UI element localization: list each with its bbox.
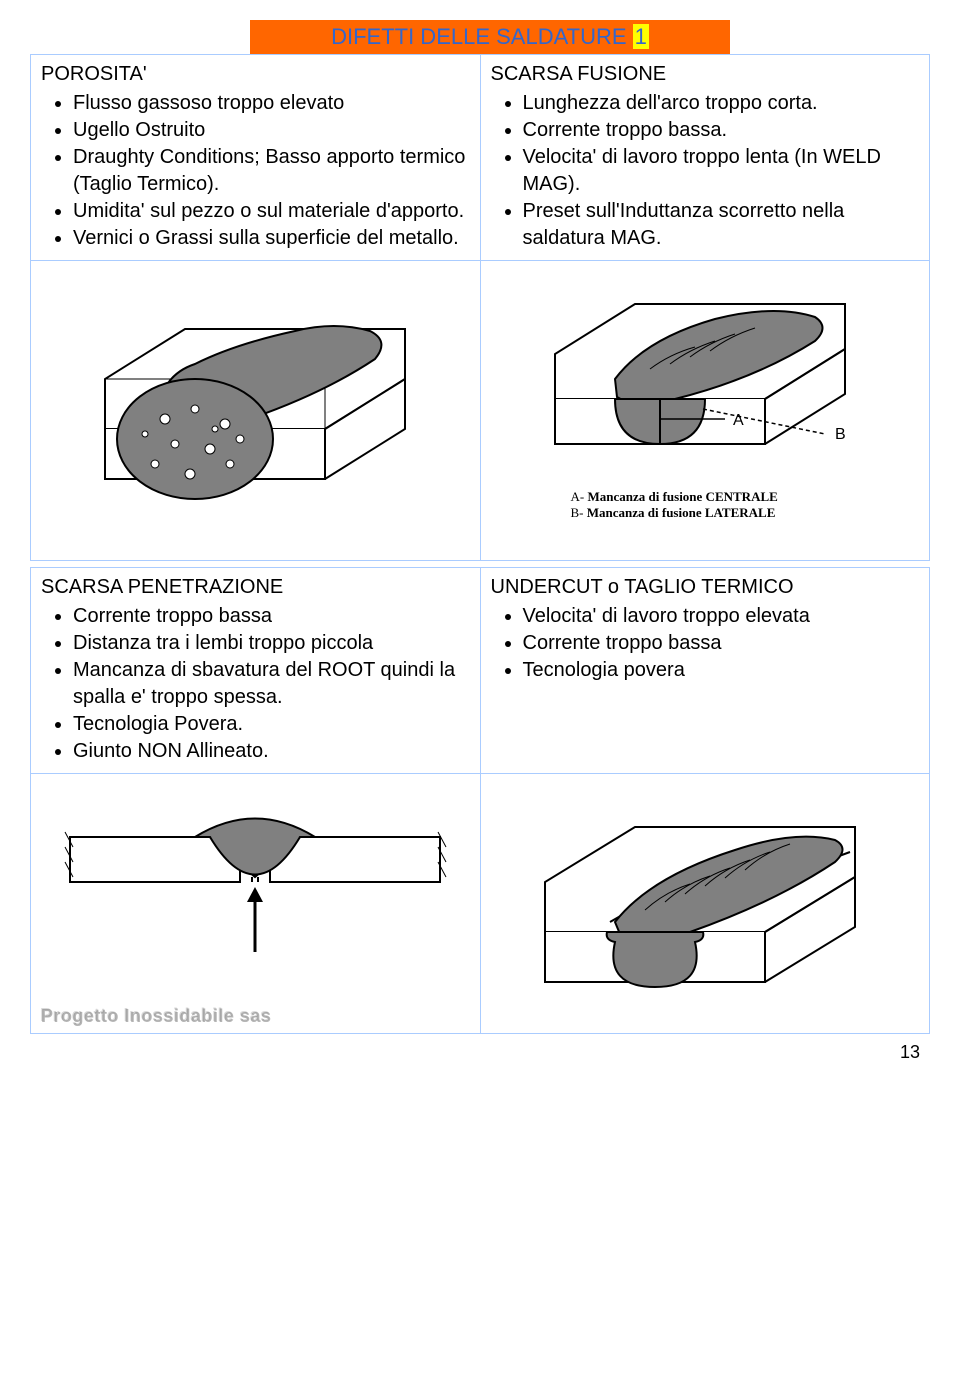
bullet-list: Corrente troppo bassa Distanza tra i lem…: [41, 603, 470, 765]
label-a: A: [733, 412, 744, 429]
list-item: Corrente troppo bassa: [523, 630, 920, 657]
bullet-list: Flusso gassoso troppo elevato Ugello Ost…: [41, 90, 470, 252]
diagram-scarsa-fusione: A B A- Mancanza di fusione CENTRALE B- M…: [480, 261, 930, 561]
page-number: 13: [30, 1042, 930, 1063]
list-item: Corrente troppo bassa.: [523, 117, 920, 144]
bullet-list: Lunghezza dell'arco troppo corta. Corren…: [491, 90, 920, 252]
list-item: Mancanza di sbavatura del ROOT quindi la…: [73, 657, 470, 711]
watermark-text: Progetto Inossidabile sas: [41, 1006, 272, 1027]
list-item: Velocita' di lavoro troppo lenta (In WEL…: [523, 144, 920, 198]
fusion-legend: A- Mancanza di fusione CENTRALE B- Manca…: [571, 489, 920, 521]
list-item: Giunto NON Allineato.: [73, 738, 470, 765]
fusion-diagram-svg: A B: [515, 269, 895, 479]
title-highlight: 1: [633, 24, 649, 49]
cell-title: UNDERCUT o TAGLIO TERMICO: [491, 576, 920, 599]
undercut-diagram-svg: [505, 782, 905, 1022]
list-item: Tecnologia povera: [523, 657, 920, 684]
list-item: Corrente troppo bassa: [73, 603, 470, 630]
diagram-undercut: [480, 774, 930, 1034]
cell-title: POROSITA': [41, 63, 470, 86]
cell-porosita: POROSITA' Flusso gassoso troppo elevato …: [31, 55, 481, 261]
bullet-list: Velocita' di lavoro troppo elevata Corre…: [491, 603, 920, 684]
legend-a-prefix: A-: [571, 489, 585, 504]
defects-table-bottom: SCARSA PENETRAZIONE Corrente troppo bass…: [30, 567, 930, 1034]
list-item: Flusso gassoso troppo elevato: [73, 90, 470, 117]
list-item: Tecnologia Povera.: [73, 711, 470, 738]
page-title-banner: DIFETTI DELLE SALDATURE 1: [250, 20, 730, 54]
porosity-diagram-svg: [65, 269, 445, 529]
list-item: Vernici o Grassi sulla superficie del me…: [73, 225, 470, 252]
list-item: Distanza tra i lembi troppo piccola: [73, 630, 470, 657]
defects-table-top: POROSITA' Flusso gassoso troppo elevato …: [30, 54, 930, 561]
label-b: B: [835, 426, 846, 443]
cell-undercut: UNDERCUT o TAGLIO TERMICO Velocita' di l…: [480, 568, 930, 774]
legend-b-prefix: B-: [571, 505, 584, 520]
list-item: Ugello Ostruito: [73, 117, 470, 144]
cell-scarsa-fusione: SCARSA FUSIONE Lunghezza dell'arco tropp…: [480, 55, 930, 261]
list-item: Umidita' sul pezzo o sul materiale d'app…: [73, 198, 470, 225]
list-item: Velocita' di lavoro troppo elevata: [523, 603, 920, 630]
cell-title: SCARSA FUSIONE: [491, 63, 920, 86]
diagram-porosita: [31, 261, 481, 561]
list-item: Lunghezza dell'arco troppo corta.: [523, 90, 920, 117]
list-item: Draughty Conditions; Basso apporto termi…: [73, 144, 470, 198]
legend-b-text: Mancanza di fusione LATERALE: [587, 505, 776, 520]
diagram-penetrazione: Progetto Inossidabile sas: [31, 774, 481, 1034]
penetration-diagram-svg: [55, 782, 455, 982]
list-item: Preset sull'Induttanza scorretto nella s…: [523, 198, 920, 252]
cell-title: SCARSA PENETRAZIONE: [41, 576, 470, 599]
cell-scarsa-penetrazione: SCARSA PENETRAZIONE Corrente troppo bass…: [31, 568, 481, 774]
title-main: DIFETTI DELLE SALDATURE: [331, 24, 633, 49]
legend-a-text: Mancanza di fusione CENTRALE: [587, 489, 777, 504]
